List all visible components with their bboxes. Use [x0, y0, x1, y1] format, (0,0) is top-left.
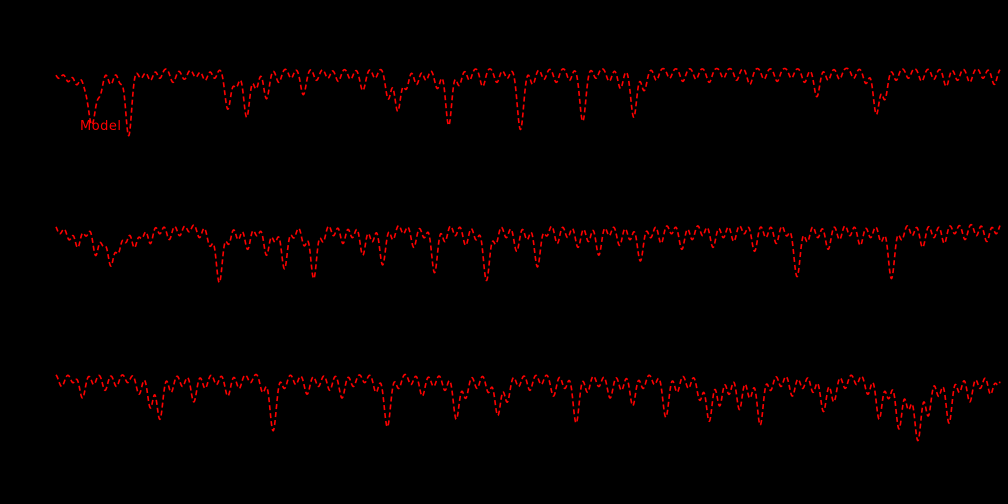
- legend-label-model: Model: [80, 119, 122, 134]
- spectrum-panels-group: [55, 67, 1001, 442]
- spectrum-trace: [55, 223, 1001, 284]
- spectrum-trace: [55, 373, 1001, 442]
- spectrum-trace: [55, 67, 1001, 137]
